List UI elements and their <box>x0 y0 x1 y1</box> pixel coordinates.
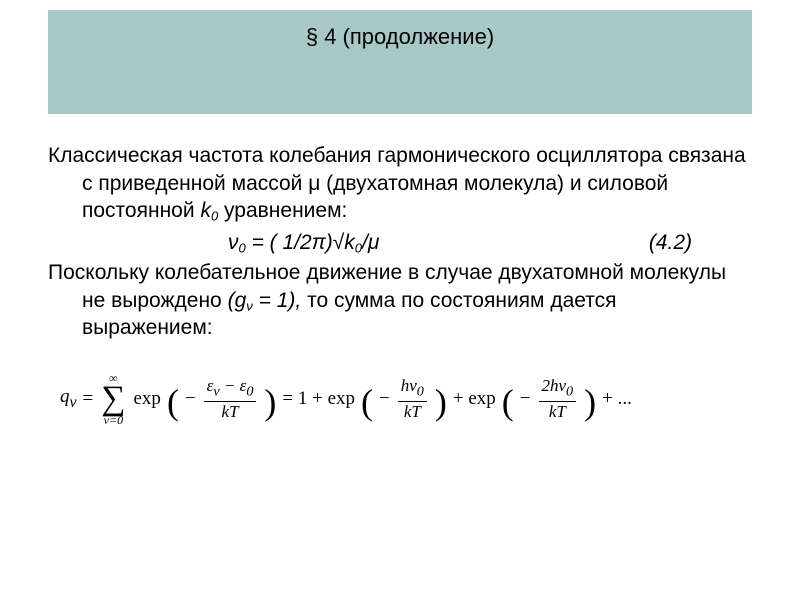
f-eq1: = <box>83 386 94 411</box>
f-plus-exp: + exp <box>453 386 496 411</box>
f-sigma: ∑ <box>101 384 125 414</box>
f-q-sub: ν <box>70 394 77 411</box>
f-frac3: 2hν0 kT <box>539 377 577 420</box>
f-frac3-num: 2hν0 <box>539 377 577 399</box>
slide-title: § 4 (продолжение) <box>306 24 494 50</box>
f-minus3: − <box>520 386 531 411</box>
f-frac2-den: kT <box>401 403 424 421</box>
eq42-tail: /μ <box>362 231 379 254</box>
eq42-body: ν0 = ( 1/2π)√k0/μ <box>228 229 379 257</box>
f-sum-bot: ν=0 <box>104 414 123 426</box>
partition-sum-formula: qν = ∞ ∑ ν=0 exp ( − εν − ε0 kT ) = 1 + … <box>48 372 752 426</box>
f-frac3-den: kT <box>546 403 569 421</box>
eq42-var: ν <box>228 231 239 254</box>
p2-g-close: = 1), <box>253 289 301 312</box>
paragraph-2: Поскольку колебательное движение в случа… <box>48 259 752 342</box>
f-minus1: − <box>185 386 196 411</box>
eq42-mid: = ( 1/2π)√ <box>246 231 345 254</box>
f-one-plus: = 1 + exp <box>282 386 355 411</box>
p1-k: k <box>200 199 211 222</box>
p1-post: уравнением: <box>218 199 347 222</box>
eq42-number: (4.2) <box>649 229 752 257</box>
eq42-var-sub: 0 <box>239 240 246 255</box>
f-frac2: hν0 kT <box>398 377 427 420</box>
body-text: Классическая частота колебания гармониче… <box>48 142 752 426</box>
f-minus2: − <box>379 386 390 411</box>
f-frac1: εν − ε0 kT <box>204 377 257 420</box>
p1-pre: Классическая частота колебания гармониче… <box>48 144 746 222</box>
f-frac2-num: hν0 <box>398 377 427 399</box>
sigma-icon: ∞ ∑ ν=0 <box>101 372 125 426</box>
f-exp1: exp <box>134 386 161 411</box>
f-qv: qν <box>60 384 77 414</box>
equation-4-2: ν0 = ( 1/2π)√k0/μ (4.2) <box>48 229 752 257</box>
p2-g-open: (g <box>228 289 247 312</box>
f-frac1-den: kT <box>219 403 242 421</box>
slide: § 4 (продолжение) Классическая частота к… <box>0 0 800 600</box>
f-trailing: + ... <box>602 386 632 411</box>
eq42-k: k <box>344 231 355 254</box>
title-band: § 4 (продолжение) <box>48 10 752 114</box>
eq42-ksub: 0 <box>355 240 362 255</box>
f-frac1-num: εν − ε0 <box>204 377 257 399</box>
f-q: q <box>60 386 70 407</box>
paragraph-1: Классическая частота колебания гармониче… <box>48 142 752 225</box>
